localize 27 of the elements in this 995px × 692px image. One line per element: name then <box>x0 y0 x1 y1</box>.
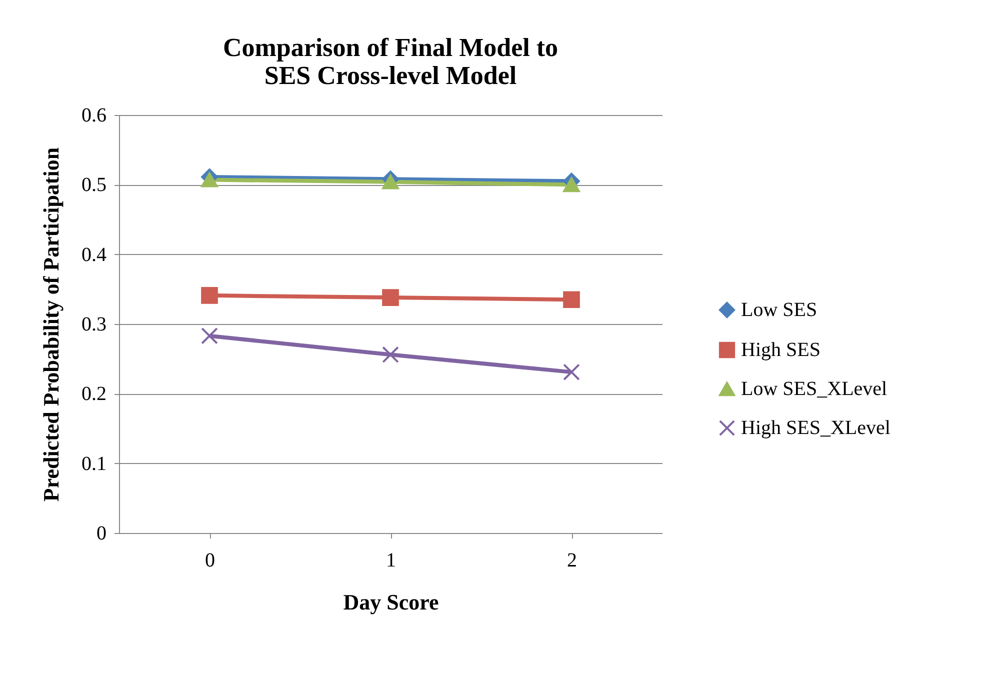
y-tick-label: 0.4 <box>82 244 106 266</box>
text: SES Cross-level Model <box>264 61 517 90</box>
point <box>201 172 218 188</box>
y-axis-title: Predicted Probability of Participation <box>38 147 64 502</box>
y-tick-label: 0.6 <box>82 104 106 126</box>
legend-label: High SES <box>741 339 820 361</box>
point <box>382 346 399 364</box>
point <box>382 289 399 306</box>
legend-label: Low SES_XLevel <box>741 378 888 400</box>
y-tick-label: 0.1 <box>82 452 106 475</box>
y-tick-label: 0.3 <box>82 314 106 336</box>
point <box>563 177 580 192</box>
x-tick-label: 2 <box>567 550 577 572</box>
y-tick-label: 0.5 <box>82 174 106 196</box>
point <box>563 291 580 308</box>
text: Comparison of Final Model to <box>222 33 558 62</box>
x-tick-label: 1 <box>386 550 396 572</box>
y-tick-label: 0 <box>96 522 106 544</box>
legend-label: Low SES <box>741 299 818 321</box>
point <box>382 174 399 190</box>
point <box>201 287 218 304</box>
x-tick-label: 0 <box>205 550 215 572</box>
y-tick-label: 0.2 <box>82 383 106 406</box>
point <box>563 364 580 380</box>
x-axis-title: Day Score <box>343 590 439 614</box>
point <box>201 327 218 344</box>
legend-label: High SES_XLevel <box>741 417 891 439</box>
